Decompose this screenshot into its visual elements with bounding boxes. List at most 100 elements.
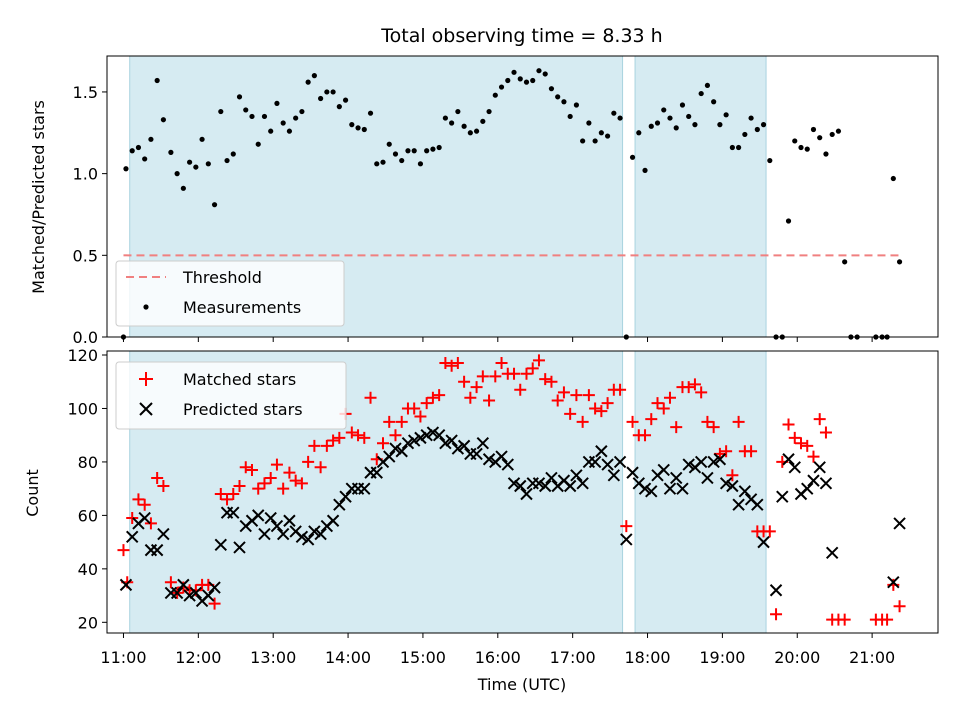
- x-tick-label: 12:00: [175, 648, 221, 667]
- measurement-point: [823, 151, 829, 157]
- measurement-point: [249, 113, 255, 120]
- measurement-point: [698, 90, 704, 97]
- predicted-star-point: [595, 445, 608, 458]
- predicted-star-point: [520, 487, 533, 501]
- measurement-point: [798, 144, 804, 151]
- predicted-star-point: [125, 530, 139, 543]
- matched-star-point: [551, 394, 564, 407]
- matched-star-point: [782, 418, 795, 431]
- matched-star-point: [794, 437, 807, 450]
- measurement-point: [274, 100, 280, 106]
- matched-star-point: [364, 391, 377, 404]
- measurement-point: [135, 144, 142, 151]
- x-axis-title: Time (UTC): [477, 675, 566, 694]
- measurement-point: [218, 108, 224, 115]
- measurement-point: [480, 118, 486, 124]
- matched-star-point: [483, 394, 496, 407]
- measurement-point: [154, 77, 160, 84]
- measurement-point: [330, 89, 336, 95]
- predicted-star-point: [183, 589, 196, 602]
- measurement-point: [142, 156, 148, 162]
- predicted-star-point: [682, 458, 695, 471]
- bottom-x-axis: 11:00 12:00 13:00 14:00 15:00 16:00 17:00 18:00…: [100, 633, 895, 667]
- matched-star-point: [258, 477, 271, 490]
- predicted-star-point: [751, 498, 764, 511]
- legend-measurements-swatch: [143, 304, 149, 310]
- measurement-point: [324, 89, 330, 95]
- x-tick-label: 16:00: [475, 648, 521, 667]
- matched-star-point: [532, 354, 545, 367]
- matched-star-point: [208, 597, 221, 610]
- measurement-point: [123, 166, 129, 172]
- measurement-point: [492, 92, 498, 98]
- matched-star-point: [239, 461, 252, 474]
- predicted-star-point: [563, 479, 577, 493]
- matched-star-point: [117, 544, 130, 557]
- bottom-plot-frame: [106, 350, 939, 634]
- matched-star-point: [345, 426, 358, 439]
- matched-star-point: [626, 415, 639, 428]
- predicted-star-point: [532, 477, 546, 490]
- ratio-panel: 0.0 0.5 1.0 1.5 Total observing time = 8.33…: [29, 25, 939, 347]
- y-tick-label: 60: [78, 506, 98, 525]
- measurement-point: [505, 77, 511, 84]
- measurement-point: [835, 128, 842, 134]
- predicted-star-point: [276, 527, 290, 541]
- matched-star-point: [470, 381, 483, 394]
- x-tick-label: 11:00: [100, 648, 146, 667]
- predicted-stars-layer: [119, 426, 906, 608]
- matched-star-point: [327, 434, 340, 447]
- matched-star-point: [408, 402, 421, 415]
- measurement-point: [548, 86, 555, 92]
- predicted-star-point: [514, 479, 527, 493]
- matched-star-point: [514, 383, 527, 396]
- measurement-point: [187, 159, 193, 165]
- predicted-star-point: [495, 450, 508, 463]
- matched-star-point: [221, 493, 234, 506]
- measurement-point: [236, 94, 243, 100]
- measurement-point: [611, 110, 617, 116]
- predicted-star-point: [202, 589, 215, 602]
- matched-star-point: [576, 415, 589, 428]
- chart-title: Total observing time = 8.33 h: [380, 25, 662, 47]
- matched-star-point: [893, 600, 906, 613]
- matched-star-point: [333, 431, 346, 444]
- matched-star-point: [302, 455, 315, 468]
- predicted-star-point: [576, 477, 589, 490]
- measurement-point: [417, 161, 424, 167]
- y-tick-label: 20: [78, 613, 98, 632]
- measurement-point: [367, 110, 374, 116]
- measurements-layer: [120, 68, 903, 340]
- matched-star-point: [707, 421, 720, 434]
- measurement-point: [810, 126, 817, 133]
- predicted-star-point: [383, 450, 396, 463]
- top-y-axis: 0.0 0.5 1.0 1.5: [73, 83, 107, 347]
- matched-star-point: [495, 357, 508, 370]
- measurement-point: [604, 133, 611, 139]
- measurement-point: [455, 108, 461, 115]
- matched-star-point: [645, 413, 658, 426]
- matched-star-point: [489, 370, 502, 383]
- measurement-point: [442, 115, 448, 121]
- measurement-point: [711, 99, 717, 105]
- predicted-star-point: [626, 466, 639, 479]
- predicted-star-point: [252, 509, 265, 522]
- matched-star-point: [726, 469, 739, 482]
- matched-star-point: [520, 367, 533, 380]
- measurement-point: [336, 104, 342, 110]
- matched-star-point: [570, 389, 583, 402]
- predicted-star-point: [138, 511, 151, 525]
- measurement-point: [436, 144, 442, 151]
- predicted-star-point: [707, 455, 720, 469]
- counts-panel: 20 40 60 80 100 120 11:00 12:00 13:00 14:00 15:00…: [23, 346, 939, 694]
- x-tick-label: 18:00: [624, 648, 670, 667]
- predicted-star-point: [601, 458, 614, 471]
- predicted-star-point: [769, 584, 783, 597]
- matched-star-point: [358, 431, 371, 444]
- measurement-point: [686, 113, 692, 120]
- legend-predicted-swatch: [139, 402, 153, 416]
- legend-predicted-label: Predicted stars: [183, 400, 303, 419]
- predicted-star-point: [476, 437, 490, 450]
- measurement-point: [555, 94, 561, 100]
- x-tick-label: 15:00: [400, 648, 446, 667]
